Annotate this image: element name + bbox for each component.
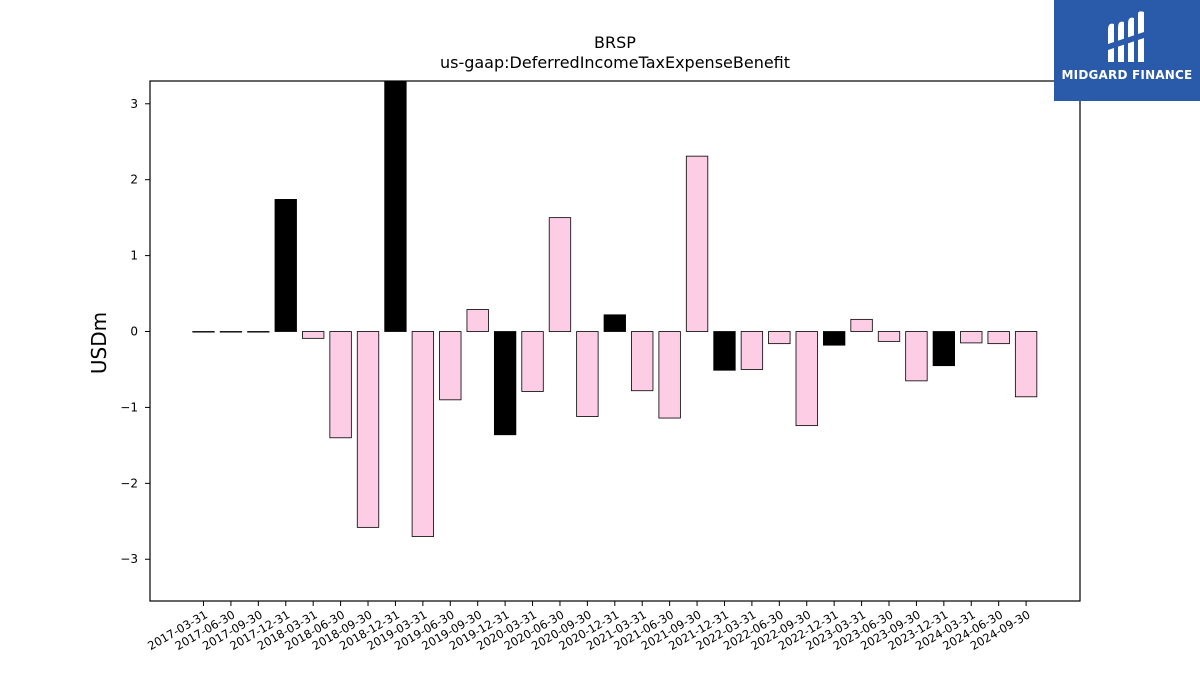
bar-2022-12-31 [823, 331, 846, 346]
bar-2020-03-31 [521, 331, 544, 392]
bar-2019-12-31 [493, 331, 517, 436]
y-tick-label: −1 [120, 400, 138, 414]
bar-2021-03-31 [631, 331, 654, 392]
bar-2017-12-31 [274, 199, 297, 332]
y-tick-label: −2 [120, 476, 138, 490]
bar-2021-09-30 [685, 155, 709, 332]
bar-2021-12-31 [713, 331, 736, 371]
bar-2024-09-30 [1014, 331, 1038, 398]
bar-2023-03-31 [850, 318, 873, 332]
chart-subtitle: us-gaap:DeferredIncomeTaxExpenseBenefit [440, 53, 790, 72]
midgard-logo-icon [1108, 11, 1144, 63]
bar-2024-03-31 [960, 331, 983, 344]
bar-2019-06-30 [439, 331, 462, 401]
bar-2023-09-30 [905, 331, 928, 382]
bar-2018-12-31 [384, 80, 407, 332]
bar-2018-03-31 [302, 331, 325, 339]
bar-2023-06-30 [877, 331, 901, 342]
bar-2021-06-30 [658, 331, 681, 419]
bar-2023-12-31 [932, 331, 955, 367]
bar-2017-09-30 [247, 331, 270, 333]
bar-2018-09-30 [356, 331, 380, 528]
y-tick-label: −3 [120, 552, 138, 566]
chart-title: BRSP [594, 33, 636, 52]
brand-logo: MIDGARD FINANCE [1054, 0, 1200, 101]
bar-2020-12-31 [603, 314, 626, 332]
bar-2024-06-30 [987, 331, 1010, 345]
bar-2020-09-30 [576, 331, 599, 417]
y-axis-label: USDm [87, 312, 111, 374]
plot-frame [149, 80, 1081, 602]
bar-2019-09-30 [466, 309, 489, 332]
y-tick-label: 3 [130, 97, 138, 111]
bar-2022-03-31 [740, 331, 764, 370]
y-tick-label: 1 [130, 249, 138, 263]
bar-2019-03-31 [411, 331, 435, 537]
logo-text: MIDGARD FINANCE [1061, 68, 1193, 82]
bar-2018-06-30 [329, 331, 352, 439]
bar-2020-06-30 [548, 217, 572, 332]
y-tick-label: 0 [130, 325, 138, 339]
bar-2017-03-31 [192, 331, 215, 333]
y-tick-label: 2 [130, 173, 138, 187]
bar-2022-06-30 [768, 331, 791, 345]
bar-2022-09-30 [795, 331, 818, 427]
bar-2017-06-30 [219, 331, 243, 333]
